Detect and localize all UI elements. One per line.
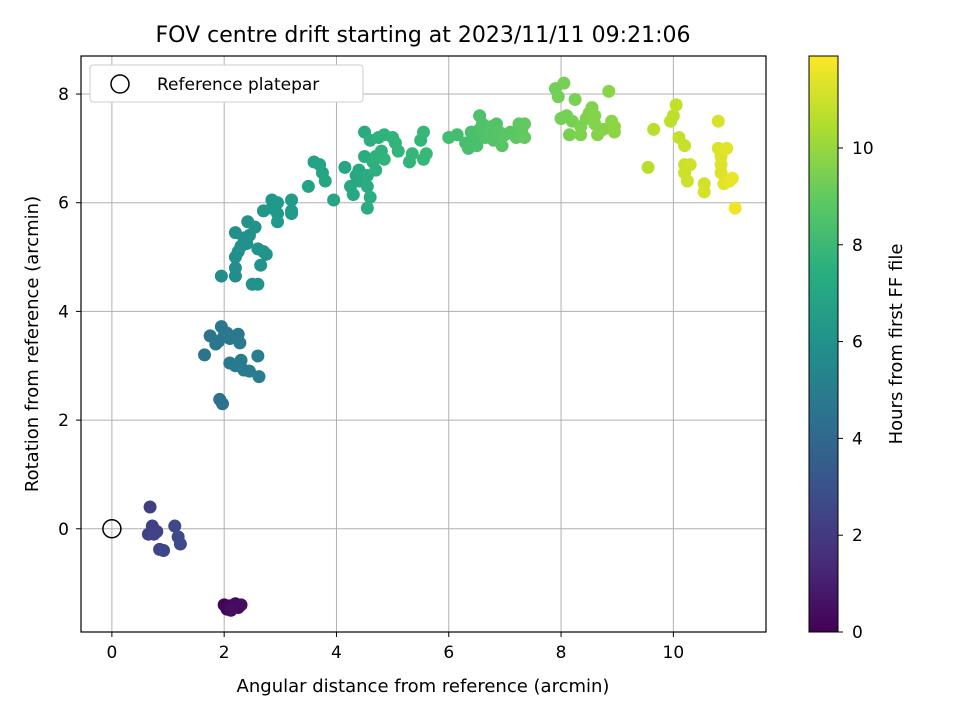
colorbar-tick-label: 6 bbox=[852, 333, 863, 353]
data-point bbox=[720, 141, 734, 155]
data-point bbox=[173, 537, 187, 551]
data-point bbox=[252, 370, 266, 384]
data-point bbox=[143, 500, 157, 514]
data-point bbox=[697, 185, 711, 199]
data-point bbox=[714, 166, 728, 180]
y-axis-ticks: 0 2 4 6 8 bbox=[58, 85, 81, 540]
y-tick-label: 0 bbox=[58, 520, 69, 540]
plot-frame bbox=[80, 55, 767, 633]
x-tick-label: 4 bbox=[331, 643, 342, 663]
data-point bbox=[346, 188, 360, 202]
data-point bbox=[369, 163, 383, 177]
colorbar-tick-label: 10 bbox=[852, 139, 874, 159]
data-point bbox=[360, 201, 374, 215]
y-tick-label: 2 bbox=[58, 411, 69, 431]
x-axis-label: Angular distance from reference (arcmin) bbox=[237, 676, 610, 697]
data-point bbox=[215, 397, 229, 411]
x-axis-ticks: 0 2 4 6 8 10 bbox=[106, 632, 684, 663]
data-point bbox=[327, 193, 341, 207]
data-point bbox=[377, 152, 391, 166]
data-point bbox=[224, 603, 238, 617]
x-tick-label: 2 bbox=[219, 643, 230, 663]
x-tick-label: 10 bbox=[663, 643, 685, 663]
data-point bbox=[233, 336, 247, 350]
data-point bbox=[338, 160, 352, 174]
data-point bbox=[360, 179, 374, 193]
data-point bbox=[234, 598, 248, 612]
data-point bbox=[391, 144, 405, 158]
data-point bbox=[228, 261, 242, 275]
data-point bbox=[588, 109, 602, 123]
colorbar-tick-label: 2 bbox=[852, 526, 863, 546]
y-tick-label: 8 bbox=[58, 85, 69, 105]
y-tick-label: 6 bbox=[58, 194, 69, 214]
data-point bbox=[680, 174, 694, 188]
data-point bbox=[562, 128, 576, 142]
data-point bbox=[596, 122, 610, 136]
data-point bbox=[405, 147, 419, 161]
data-point bbox=[318, 174, 332, 188]
data-point bbox=[641, 160, 655, 174]
data-point bbox=[157, 543, 171, 557]
data-point bbox=[568, 92, 582, 106]
data-point bbox=[419, 147, 433, 161]
data-point bbox=[602, 84, 616, 98]
data-point bbox=[678, 139, 692, 153]
legend-label: Reference platepar bbox=[157, 75, 319, 95]
x-tick-label: 0 bbox=[106, 643, 117, 663]
data-point bbox=[251, 277, 265, 291]
data-point bbox=[574, 128, 588, 142]
data-point bbox=[725, 171, 739, 185]
data-point bbox=[495, 139, 509, 153]
data-point bbox=[242, 364, 256, 378]
legend: Reference platepar bbox=[89, 64, 364, 103]
data-point bbox=[271, 196, 285, 210]
data-point bbox=[254, 258, 268, 272]
x-tick-label: 6 bbox=[443, 643, 454, 663]
colorbar-label: Hours from first FF file bbox=[886, 244, 907, 445]
data-point bbox=[234, 353, 248, 367]
data-point bbox=[711, 114, 725, 128]
data-point bbox=[271, 215, 285, 229]
x-tick-label: 8 bbox=[556, 643, 567, 663]
data-point bbox=[470, 139, 484, 153]
legend-box bbox=[89, 64, 364, 103]
y-tick-label: 4 bbox=[58, 302, 69, 322]
data-point bbox=[669, 98, 683, 112]
data-point bbox=[198, 348, 212, 362]
colorbar-ticks: 0 2 4 6 8 10 bbox=[838, 139, 874, 643]
data-point bbox=[285, 207, 299, 221]
colorbar-gradient bbox=[808, 55, 839, 633]
data-point bbox=[728, 201, 742, 215]
colorbar: 0 2 4 6 8 10 Hours from first FF file bbox=[808, 55, 907, 643]
data-point bbox=[214, 269, 228, 283]
data-point bbox=[248, 220, 262, 234]
data-point bbox=[168, 519, 182, 533]
data-point bbox=[518, 117, 532, 131]
chart-title: FOV centre drift starting at 2023/11/11 … bbox=[156, 23, 691, 48]
data-point bbox=[417, 125, 430, 139]
y-axis-label: Rotation from reference (arcmin) bbox=[22, 196, 43, 492]
colorbar-tick-label: 0 bbox=[852, 623, 863, 643]
data-point bbox=[147, 527, 161, 541]
colorbar-tick-label: 8 bbox=[852, 236, 863, 256]
data-points bbox=[141, 76, 742, 617]
data-point bbox=[251, 349, 265, 363]
data-point bbox=[666, 109, 680, 123]
data-point bbox=[285, 193, 299, 207]
data-point bbox=[301, 179, 315, 193]
data-point bbox=[551, 90, 565, 104]
data-point bbox=[647, 122, 661, 136]
data-point bbox=[450, 128, 464, 142]
data-point bbox=[683, 158, 697, 172]
data-point bbox=[607, 120, 621, 134]
legend-marker bbox=[110, 74, 130, 94]
data-point bbox=[259, 247, 273, 261]
colorbar-tick-label: 4 bbox=[852, 429, 863, 449]
data-point bbox=[363, 190, 377, 204]
data-point bbox=[518, 131, 532, 145]
reference-point bbox=[102, 519, 122, 539]
data-point bbox=[557, 76, 571, 90]
